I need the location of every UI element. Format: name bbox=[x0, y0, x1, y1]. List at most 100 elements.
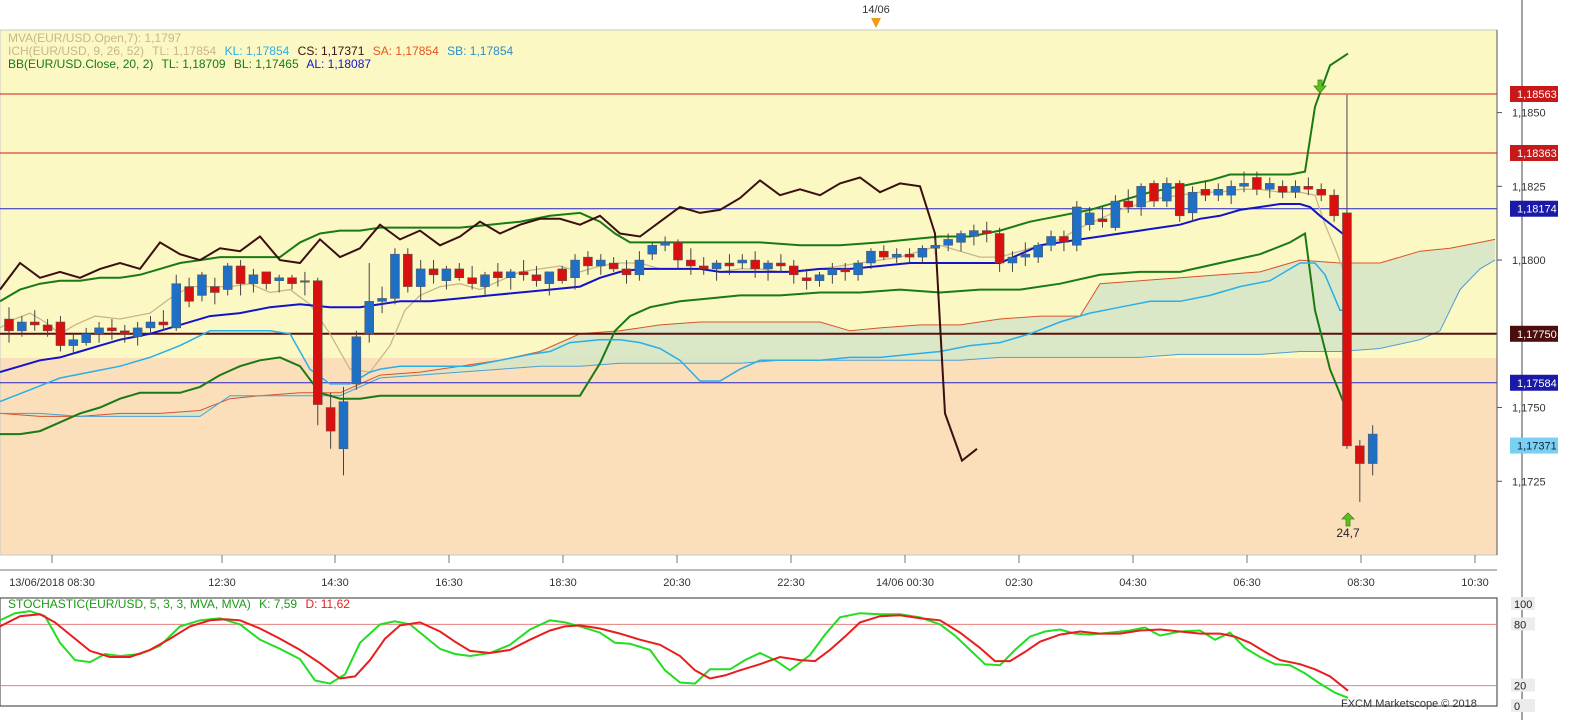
candle bbox=[1329, 189, 1339, 222]
y-tick-label: 1,1850 bbox=[1512, 108, 1546, 120]
x-tick-label: 14:30 bbox=[321, 577, 349, 589]
candle bbox=[1277, 180, 1288, 199]
candle-body bbox=[1110, 200, 1121, 228]
candle-body bbox=[1290, 186, 1301, 193]
legend-stoch-prefix: STOCHASTIC(EUR/USD, 5, 3, 3, MVA, MVA) bbox=[8, 597, 251, 611]
legend-bb-tl: TL: 1,18709 bbox=[162, 57, 226, 71]
legend-ich: ICH(EUR/USD, 9, 26, 52) TL: 1,17854 KL: … bbox=[8, 44, 514, 58]
price-level-label: 1,18563 bbox=[1517, 89, 1557, 101]
stoch-d-line bbox=[0, 613, 1349, 692]
legend-ich-tl: TL: 1,17854 bbox=[152, 44, 216, 58]
candle bbox=[68, 333, 79, 355]
candle-body bbox=[737, 259, 748, 264]
candle-body bbox=[390, 253, 400, 299]
legend-bb-prefix: BB(EUR/USD.Close, 20, 2) bbox=[8, 57, 153, 71]
x-tick-label: 08:30 bbox=[1347, 577, 1375, 589]
candle bbox=[544, 271, 555, 296]
candle bbox=[1136, 183, 1146, 216]
y-tick-label: 1,1750 bbox=[1512, 403, 1546, 415]
x-tick-label: 12:30 bbox=[208, 577, 236, 589]
price-level-badge bbox=[1510, 325, 1558, 342]
legend-bb-bl: BL: 1,17465 bbox=[234, 57, 299, 71]
candle-body bbox=[1239, 183, 1249, 187]
candle-body bbox=[1059, 236, 1069, 243]
x-tick-label: 04:30 bbox=[1119, 577, 1147, 589]
candle bbox=[338, 386, 349, 476]
candle bbox=[1174, 180, 1185, 222]
candle bbox=[210, 277, 220, 305]
main-plot-bg-lower bbox=[0, 358, 1497, 555]
price-level-label: 1,17750 bbox=[1517, 329, 1557, 341]
candle-body bbox=[1342, 212, 1352, 447]
candle-body bbox=[1162, 183, 1172, 202]
candle-body bbox=[647, 245, 657, 255]
candle-body bbox=[930, 245, 941, 249]
candle-body bbox=[557, 268, 567, 281]
candle-body bbox=[274, 277, 284, 281]
candle-body bbox=[1200, 189, 1211, 196]
candle bbox=[1007, 251, 1018, 272]
candle-body bbox=[107, 327, 117, 332]
candle bbox=[814, 271, 825, 287]
candle-body bbox=[158, 321, 169, 326]
y-tick-label: 1,1725 bbox=[1512, 476, 1546, 488]
price-level-labels: 1,18563 1,18363 1,18174 1,17750 1,17584 1,173… bbox=[1510, 86, 1558, 454]
buy-arrow-icon[interactable] bbox=[1341, 512, 1355, 527]
candle-body bbox=[917, 248, 928, 258]
candle bbox=[1084, 206, 1095, 231]
stochastic-axis: 100 80 20 0 bbox=[1511, 597, 1535, 713]
stoch-tick-label: 0 bbox=[1514, 701, 1520, 713]
candle bbox=[4, 307, 14, 343]
candle bbox=[1213, 183, 1224, 202]
candle bbox=[454, 263, 465, 281]
candle bbox=[891, 248, 902, 264]
candle bbox=[235, 260, 246, 296]
candle bbox=[197, 271, 207, 302]
candle-body bbox=[4, 318, 14, 332]
candle-body bbox=[698, 265, 709, 270]
candle bbox=[1097, 206, 1108, 228]
candle-body bbox=[1265, 183, 1275, 190]
legend-ich-cs: CS: 1,17371 bbox=[298, 44, 365, 58]
candle-body bbox=[1213, 189, 1224, 196]
candle bbox=[827, 263, 838, 284]
candle bbox=[1162, 177, 1172, 207]
candle bbox=[261, 271, 272, 290]
candle bbox=[1020, 242, 1031, 266]
candle bbox=[956, 230, 966, 252]
candle-body bbox=[891, 253, 902, 258]
x-tick-label: 06:30 bbox=[1233, 577, 1261, 589]
candle bbox=[750, 251, 760, 278]
candle-body bbox=[994, 233, 1005, 264]
candle bbox=[634, 251, 645, 281]
candle bbox=[1290, 180, 1301, 199]
candle bbox=[686, 248, 696, 275]
candle-body bbox=[1316, 189, 1326, 196]
candle-body bbox=[1123, 200, 1134, 208]
candle bbox=[1046, 230, 1056, 252]
candle-body bbox=[789, 265, 799, 276]
candle bbox=[1355, 439, 1365, 502]
candle bbox=[557, 265, 567, 284]
candle bbox=[801, 268, 812, 290]
candle bbox=[1252, 171, 1262, 196]
candle bbox=[840, 263, 850, 281]
candle bbox=[917, 245, 928, 264]
candle bbox=[518, 260, 529, 281]
sell-arrow-icon[interactable] bbox=[1313, 79, 1327, 94]
candle bbox=[583, 251, 593, 275]
tenkan-line bbox=[0, 262, 1350, 403]
legend-stoch-d: D: 11,62 bbox=[305, 597, 350, 611]
candle-body bbox=[570, 259, 580, 279]
price-level-lines bbox=[0, 93, 1497, 384]
candle-body bbox=[184, 286, 194, 302]
legend-stochastic: STOCHASTIC(EUR/USD, 5, 3, 3, MVA, MVA) K… bbox=[8, 597, 350, 611]
candles bbox=[4, 94, 1378, 502]
stoch-k-line bbox=[0, 610, 1349, 699]
candle-body bbox=[621, 268, 632, 276]
stoch-tick-badge bbox=[1511, 597, 1535, 610]
top-marker-arrow-icon[interactable] bbox=[871, 18, 881, 28]
candle-body bbox=[1367, 433, 1378, 464]
candle-body bbox=[608, 262, 619, 270]
candle bbox=[1033, 242, 1043, 264]
